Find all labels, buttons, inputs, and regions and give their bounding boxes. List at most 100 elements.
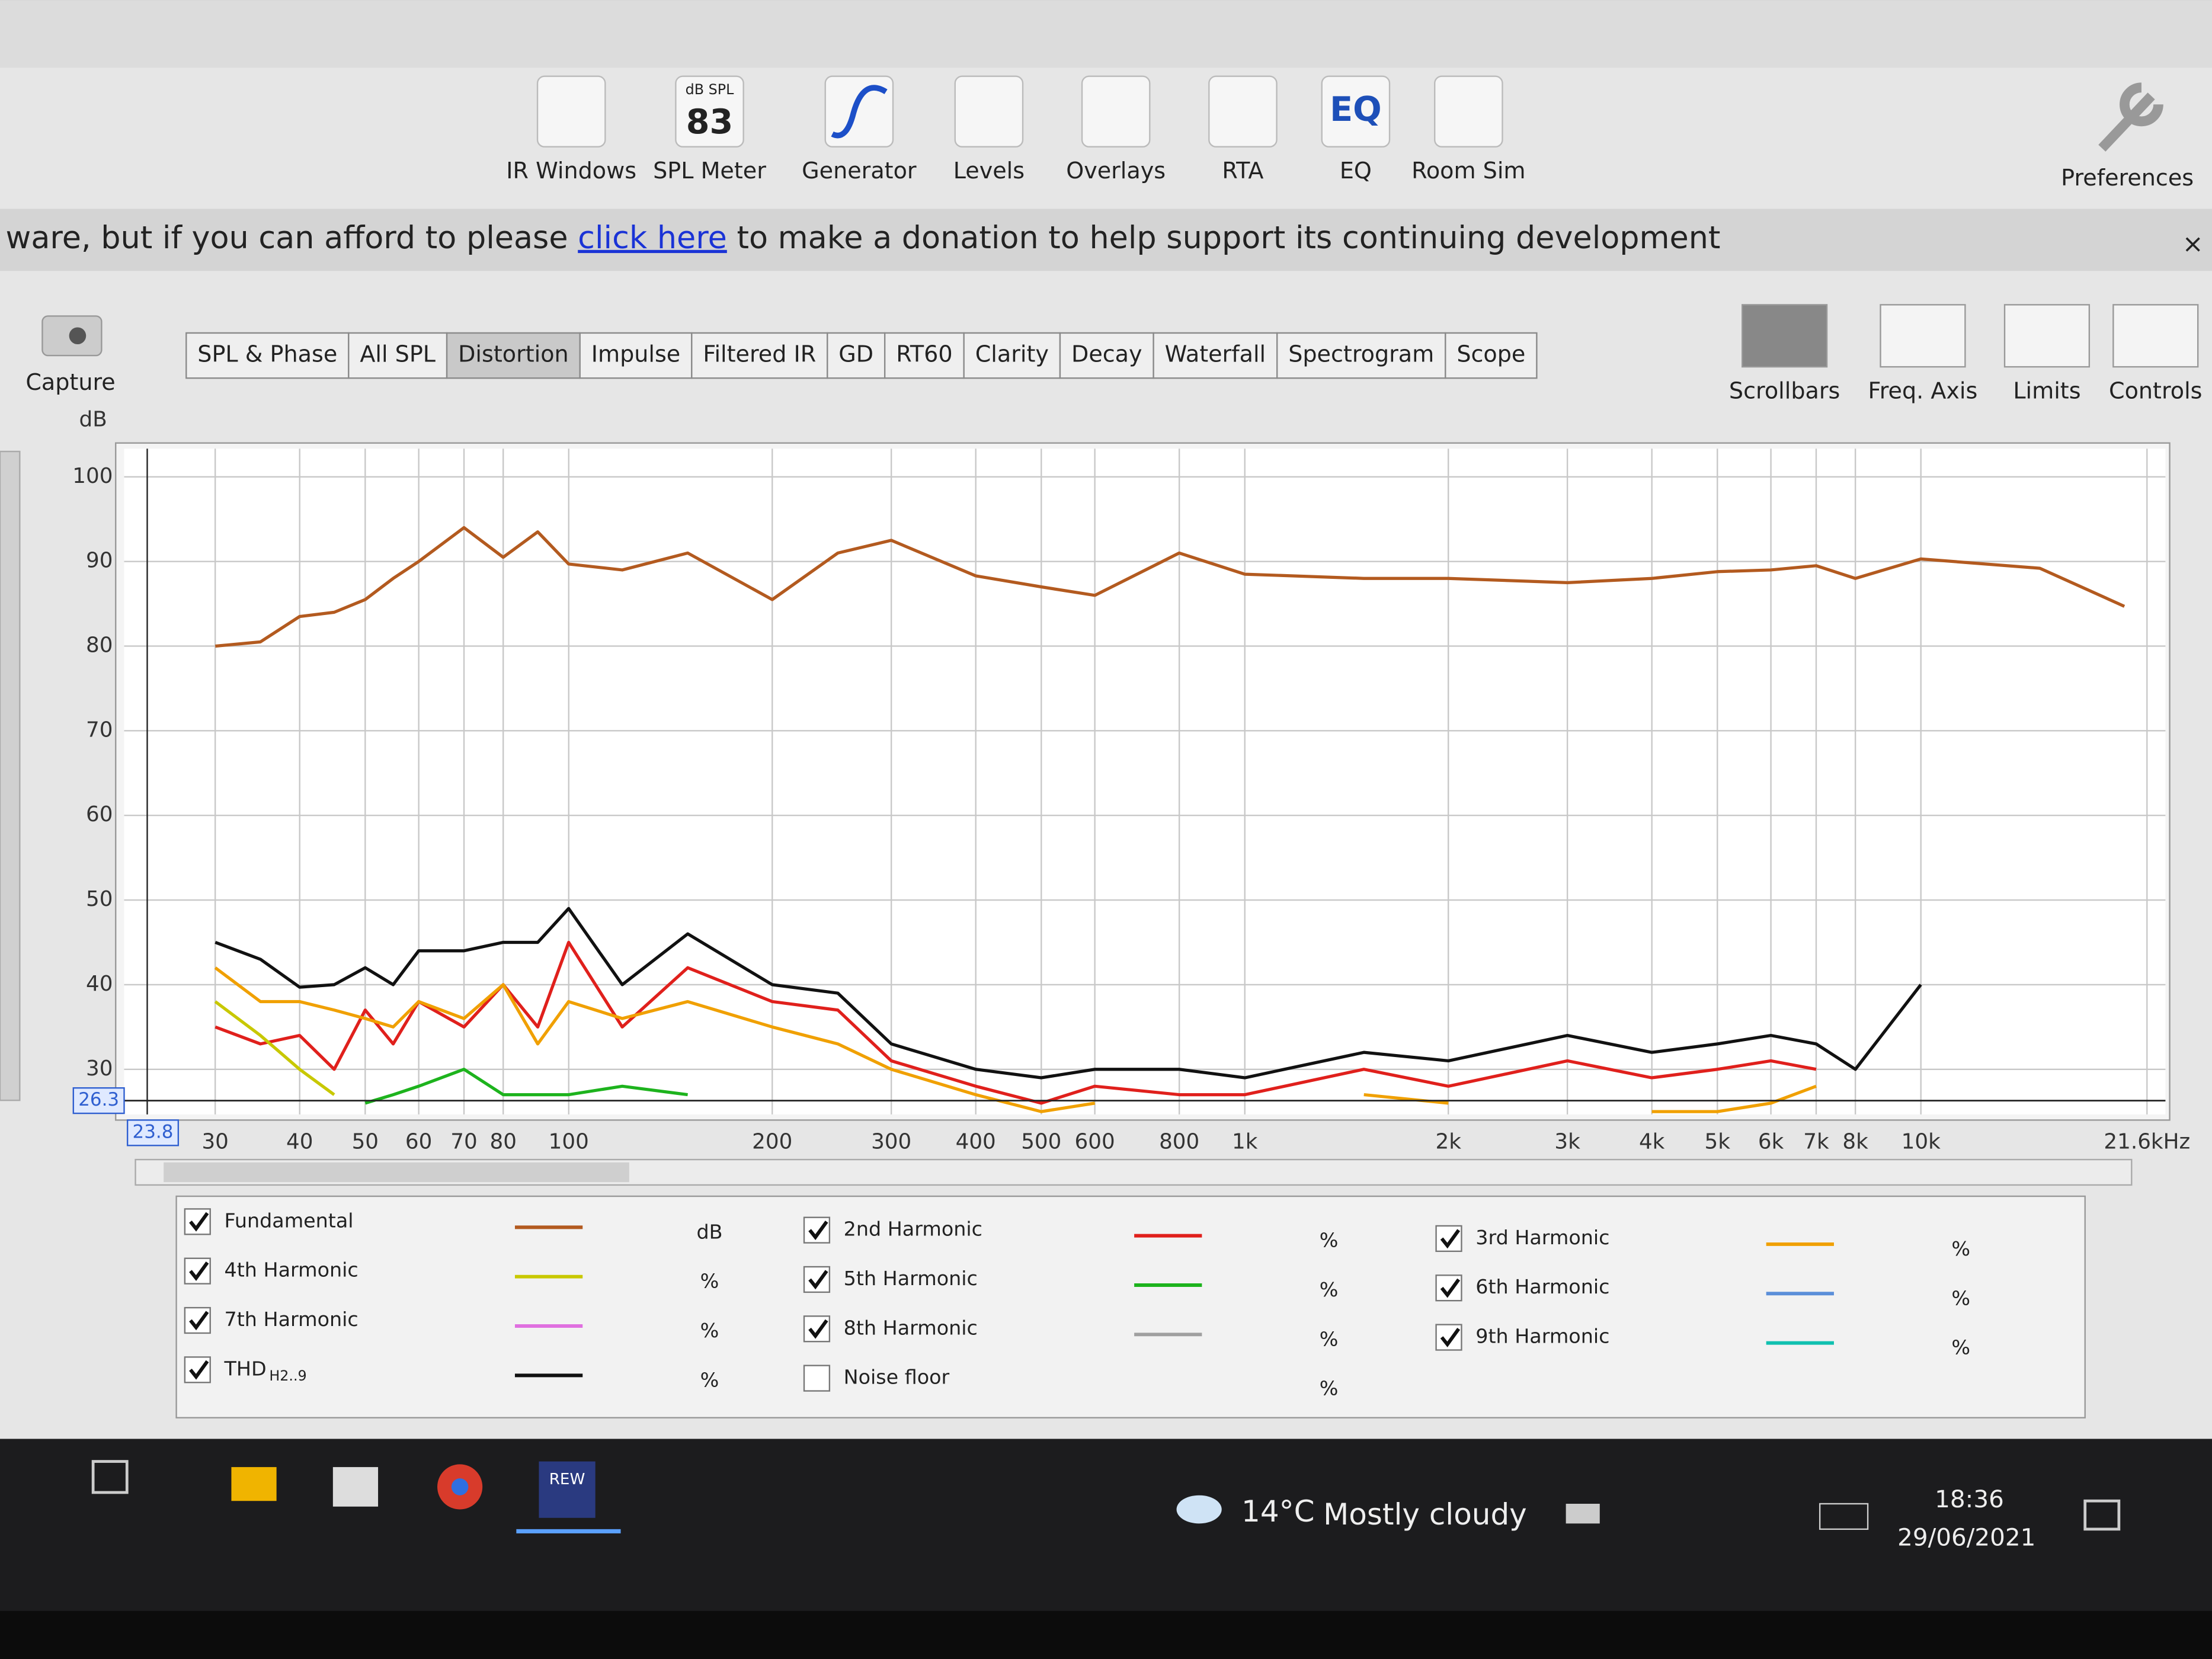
tab[interactable]: Scope	[1445, 332, 1538, 379]
x-tick-label: 70	[450, 1130, 477, 1154]
tool-button[interactable]: Scrollbars	[1729, 304, 1840, 403]
legend-label: 9th Harmonic	[1475, 1325, 1609, 1348]
legend-checkbox[interactable]	[184, 1306, 211, 1334]
chrome-center	[451, 1478, 469, 1495]
legend-item[interactable]: 5th Harmonic%	[803, 1266, 1338, 1301]
notification-icon[interactable]	[2083, 1499, 2121, 1531]
weather-icon[interactable]	[1176, 1495, 1222, 1524]
y-tick-label: 70	[86, 718, 113, 742]
tray-icon[interactable]	[1566, 1503, 1600, 1524]
vertical-scrollbar[interactable]	[0, 450, 21, 1101]
tab[interactable]: GD	[827, 332, 886, 379]
legend-item[interactable]: 4th Harmonic%	[184, 1257, 719, 1293]
store-icon[interactable]	[332, 1467, 379, 1507]
weather-text: Mostly cloudy	[1323, 1497, 1527, 1532]
capture-label: Capture	[25, 369, 115, 395]
toolbar-button[interactable]: Overlays	[1066, 75, 1166, 184]
toolbar-button[interactable]: SPL Meter	[653, 75, 766, 184]
keyboard-icon[interactable]	[1819, 1503, 1869, 1530]
tab-box	[1445, 332, 1538, 379]
toolbar-button[interactable]: Room Sim	[1411, 75, 1526, 184]
y-tick-label: 100	[72, 464, 113, 488]
preferences-label: Preferences	[2061, 165, 2194, 191]
legend-unit: %	[1951, 1286, 1970, 1309]
preferences-button[interactable]: Preferences	[2061, 82, 2194, 191]
tool-button[interactable]: Freq. Axis	[1868, 304, 1978, 403]
legend-checkbox[interactable]	[803, 1365, 831, 1392]
spl-icon-unit: dB SPL	[686, 81, 734, 98]
tab[interactable]: Clarity	[963, 332, 1061, 379]
banner-before: ware, but if you can afford to please	[6, 220, 578, 256]
y-tick-label: 30	[86, 1056, 113, 1081]
clock-date: 29/06/2021	[1897, 1523, 2035, 1552]
legend-item[interactable]: 9th Harmonic%	[1435, 1324, 1970, 1359]
tool-icon	[1880, 304, 1966, 368]
y-tick-label: 50	[86, 887, 113, 911]
tab[interactable]: RT60	[883, 332, 965, 379]
legend-check	[1440, 1229, 1461, 1249]
tab[interactable]: Distortion	[446, 332, 581, 379]
series-line	[214, 966, 1817, 1113]
spl-icon-value: 83	[686, 103, 734, 142]
legend-unit: %	[1951, 1237, 1970, 1260]
rew-icon[interactable]	[539, 1461, 596, 1518]
explorer-icon[interactable]	[231, 1467, 277, 1501]
legend-item[interactable]: 2nd Harmonic%	[803, 1216, 1338, 1252]
tool-label: Scrollbars	[1729, 377, 1840, 403]
tab[interactable]: All SPL	[348, 332, 448, 379]
x-tick-label: 200	[752, 1130, 792, 1154]
tab-box	[1059, 332, 1154, 379]
toolbar-button[interactable]: IR Windows	[506, 75, 636, 184]
tab[interactable]: Decay	[1059, 332, 1154, 379]
donation-link[interactable]: click here	[578, 220, 727, 256]
tool-button[interactable]: Controls	[2109, 304, 2203, 403]
toolbar-label: RTA	[1222, 158, 1263, 184]
tab-label: Clarity	[975, 341, 1049, 367]
legend-item[interactable]: THD H2..9%	[184, 1356, 719, 1391]
x-tick-label: 500	[1021, 1130, 1061, 1154]
banner-close[interactable]: ×	[2182, 229, 2204, 259]
banner-after: to make a donation to help support its c…	[727, 220, 1721, 256]
tab[interactable]: Spectrogram	[1276, 332, 1446, 379]
toolbar-label: Overlays	[1066, 158, 1166, 184]
legend-item[interactable]: 3rd Harmonic%	[1435, 1225, 1970, 1260]
tool-icon	[2112, 304, 2199, 368]
task-view-icon[interactable]	[91, 1460, 129, 1494]
legend-item[interactable]: Fundamental dB	[184, 1208, 723, 1243]
legend-item[interactable]: 8th Harmonic%	[803, 1315, 1338, 1350]
tab-box	[185, 332, 350, 379]
x-tick-label: 5k	[1705, 1130, 1731, 1154]
tab-label: Scope	[1456, 341, 1525, 367]
toolbar-button[interactable]: Generator	[802, 75, 917, 184]
tab-label: Decay	[1071, 341, 1142, 367]
toolbar-icon	[824, 75, 894, 148]
legend-check	[189, 1261, 209, 1281]
tool-button[interactable]: Limits	[2003, 304, 2091, 403]
legend-label: Noise floor	[844, 1366, 950, 1389]
plot-area	[124, 449, 2166, 1114]
legend-item[interactable]: 7th Harmonic%	[184, 1306, 719, 1342]
legend-item[interactable]: 6th Harmonic%	[1435, 1274, 1970, 1309]
toolbar-label: Generator	[802, 158, 917, 184]
toolbar-button[interactable]: Levels	[953, 75, 1025, 184]
legend-label: 7th Harmonic	[225, 1308, 358, 1331]
tab[interactable]: SPL & Phase	[185, 332, 350, 379]
toolbar-button[interactable]: EQ	[1321, 75, 1391, 184]
legend-label: THD	[224, 1357, 267, 1380]
x-tick-label: 100	[549, 1130, 589, 1154]
legend-label: 6th Harmonic	[1475, 1275, 1609, 1298]
tab[interactable]: Waterfall	[1153, 332, 1278, 379]
toolbar-icon	[675, 75, 744, 148]
tool-label: Controls	[2109, 377, 2202, 403]
tab-label: Impulse	[591, 341, 680, 367]
wrench-icon	[2098, 82, 2163, 152]
toolbar-button[interactable]: RTA	[1208, 75, 1278, 184]
cursor-x-label: 23.8	[133, 1121, 174, 1142]
tab[interactable]: Filtered IR	[691, 332, 828, 379]
toolbar: IR Windows SPL Meter Generator Levels Overla…	[506, 75, 1526, 184]
tab[interactable]: Impulse	[579, 332, 693, 379]
scroll-thumb[interactable]	[164, 1162, 629, 1183]
legend-label: 4th Harmonic	[225, 1258, 358, 1282]
capture-button[interactable]: Capture	[25, 315, 116, 395]
legend-item[interactable]: Noise floor%	[803, 1365, 1338, 1400]
